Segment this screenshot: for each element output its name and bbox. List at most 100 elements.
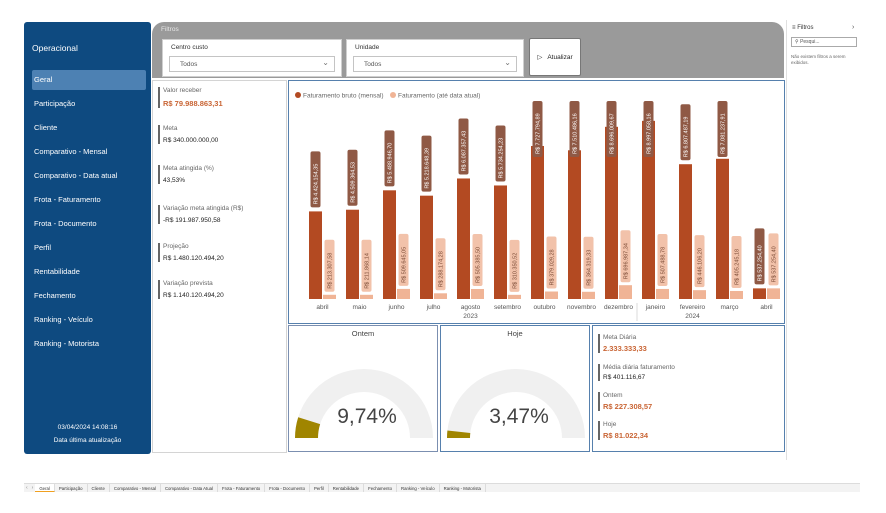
tab-frota-documento[interactable]: Frota - Documento	[265, 484, 310, 492]
bar-faturamento-bruto[interactable]	[309, 211, 322, 299]
tab-geral[interactable]: Geral	[35, 484, 55, 492]
sidebar-item-frota-documento[interactable]: Frota - Documento	[34, 219, 97, 228]
kpi-value: R$ 1.140.120.494,20	[163, 292, 224, 299]
gauge-value: 9,74%	[337, 405, 397, 428]
legend-dot	[390, 92, 396, 98]
bar-faturamento-bruto[interactable]	[716, 158, 729, 299]
sidebar-item-geral[interactable]: Geral	[32, 70, 146, 90]
kpi-value: 43,53%	[163, 177, 186, 184]
bar-faturamento-bruto[interactable]	[568, 150, 581, 299]
data-label-bruto: R$ 7.081.237,91	[717, 101, 728, 157]
revenue-chart[interactable]: Faturamento bruto (mensal) Faturamento (a…	[288, 80, 785, 324]
refresh-button[interactable]: ▷ Atualizar	[529, 38, 581, 76]
tab-ranking-motorista[interactable]: Ranking - Motorista	[440, 484, 486, 492]
bar-faturamento-ate-data[interactable]	[545, 291, 558, 299]
centro-custo-title: Centro custo	[171, 44, 208, 51]
data-label-ate-data-text: R$ 405.245,18	[735, 249, 741, 285]
bar-faturamento-bruto[interactable]	[494, 185, 507, 299]
bar-faturamento-ate-data[interactable]	[693, 290, 706, 299]
tab-fechamento[interactable]: Fechamento	[364, 484, 397, 492]
tab-participa-o[interactable]: Participação	[55, 484, 88, 492]
kpi-value: R$ 340.000.000,00	[163, 137, 219, 144]
sidebar-item-ranking-ve-culo[interactable]: Ranking - Veículo	[34, 315, 93, 324]
bar-faturamento-bruto[interactable]	[420, 195, 433, 299]
sidebar-item-participa-o[interactable]: Participação	[34, 99, 76, 108]
x-tick-label: novembro	[567, 304, 596, 311]
filter-bar: Filtros Centro custo Todos ⌄ Unidade Tod…	[152, 22, 784, 78]
sidebar-item-frota-faturamento[interactable]: Frota - Faturamento	[34, 195, 101, 204]
bar-faturamento-ate-data[interactable]	[397, 288, 410, 299]
data-label-ate-data: R$ 211.868,14	[361, 239, 372, 292]
x-tick-label: agosto	[461, 304, 481, 311]
bar-faturamento-bruto[interactable]	[642, 120, 655, 299]
tab-prev-icon[interactable]: ‹	[26, 485, 28, 491]
data-label-ate-data-text: R$ 537.254,40	[772, 246, 778, 282]
gauge-value: 3,47%	[489, 405, 549, 428]
sidebar-item-fechamento[interactable]: Fechamento	[34, 291, 76, 300]
bar-faturamento-bruto[interactable]	[346, 209, 359, 299]
collapse-pane-icon[interactable]: ›	[852, 24, 855, 31]
data-label-bruto-text: R$ 4.509.364,53	[351, 162, 357, 203]
data-label-bruto: R$ 5.218.648,39	[421, 135, 432, 192]
bar-faturamento-bruto[interactable]	[679, 164, 692, 299]
x-tick-label: julho	[426, 304, 441, 311]
chart-legend: Faturamento bruto (mensal) Faturamento (a…	[295, 92, 480, 100]
data-label-ate-data: R$ 446.106,20	[694, 235, 705, 288]
kpi-panel: Valor receber R$ 79.988.863,31 Meta R$ 340.…	[152, 80, 287, 453]
bar-faturamento-ate-data[interactable]	[582, 291, 595, 299]
data-label-bruto-text: R$ 4.424.154,35	[314, 164, 320, 205]
tab-rentabilidade[interactable]: Rentabilidade	[329, 484, 365, 492]
sidebar-item-comparativo-data-atual[interactable]: Comparativo - Data atual	[34, 171, 118, 180]
sidebar-item-comparativo-mensal[interactable]: Comparativo - Mensal	[34, 147, 108, 156]
bar-faturamento-bruto[interactable]	[753, 288, 766, 299]
filter-search-input[interactable]: ⚲ Pesqui...	[791, 37, 857, 47]
x-tick-label: janeiro	[645, 304, 666, 311]
unidade-dropdown[interactable]: Todos ⌄	[353, 56, 517, 72]
data-label-bruto: R$ 537.254,40	[754, 228, 765, 285]
tab-next-icon[interactable]: ›	[31, 485, 34, 491]
x-tick-label: maio	[352, 304, 366, 311]
bar-faturamento-ate-data[interactable]	[619, 285, 632, 299]
bar-faturamento-ate-data[interactable]	[434, 293, 447, 299]
revenue-chart-svg: Faturamento bruto (mensal) Faturamento (a…	[295, 92, 780, 321]
daily-kpi-value: R$ 227.308,57	[603, 402, 653, 411]
centro-custo-slicer: Centro custo Todos ⌄	[162, 39, 342, 77]
daily-kpi-value: R$ 401.116,67	[603, 374, 646, 381]
bar-faturamento-ate-data[interactable]	[656, 288, 669, 299]
tab-cliente[interactable]: Cliente	[88, 484, 110, 492]
data-label-bruto-text: R$ 6.087.357,43	[462, 131, 468, 172]
bar-faturamento-ate-data[interactable]	[730, 290, 743, 299]
tab-comparativo-mensal[interactable]: Comparativo - Mensal	[110, 484, 161, 492]
data-label-bruto: R$ 5.734.254,23	[495, 125, 506, 182]
data-label-ate-data-text: R$ 505.385,50	[476, 247, 482, 283]
bar-faturamento-bruto[interactable]	[531, 145, 544, 299]
bar-faturamento-ate-data[interactable]	[508, 294, 521, 299]
data-label-bruto: R$ 6.807.487,19	[680, 104, 691, 161]
bar-faturamento-ate-data[interactable]	[360, 294, 373, 299]
tab-frota-faturamento[interactable]: Frota - Faturamento	[218, 484, 266, 492]
bar-faturamento-ate-data[interactable]	[471, 288, 484, 299]
bar-faturamento-bruto[interactable]	[457, 178, 470, 299]
x-tick-label: junho	[388, 304, 405, 311]
navigation-sidebar: Operacional Geral Participação Cliente Comp…	[24, 22, 151, 454]
bar-faturamento-bruto[interactable]	[383, 190, 396, 299]
data-label-bruto-text: R$ 5.218.648,39	[425, 148, 431, 189]
kpi-label: Meta atingida (%)	[163, 165, 214, 172]
x-tick-label: outubro	[533, 304, 555, 311]
sidebar-item-perfil[interactable]: Perfil	[34, 243, 52, 252]
sidebar-item-cliente[interactable]: Cliente	[34, 123, 58, 132]
x-year-label: 2023	[463, 313, 478, 320]
page-tabs: ‹ › Geral Participação Cliente Comparativo …	[24, 483, 860, 492]
tab-perfil[interactable]: Perfil	[310, 484, 329, 492]
sidebar-item-rentabilidade[interactable]: Rentabilidade	[34, 267, 80, 276]
bar-faturamento-ate-data[interactable]	[767, 288, 780, 299]
search-icon: ⚲	[795, 39, 801, 45]
bar-faturamento-bruto[interactable]	[605, 126, 618, 300]
data-label-bruto: R$ 8.696.009,67	[606, 101, 617, 157]
tab-ranking-ve-culo[interactable]: Ranking - Veículo	[397, 484, 440, 492]
bar-faturamento-ate-data[interactable]	[323, 294, 336, 299]
gauge-fill	[295, 417, 321, 438]
tab-comparativo-data-atual[interactable]: Comparativo - Data Atual	[161, 484, 218, 492]
centro-custo-dropdown[interactable]: Todos ⌄	[169, 56, 335, 72]
sidebar-item-ranking-motorista[interactable]: Ranking - Motorista	[34, 339, 100, 348]
